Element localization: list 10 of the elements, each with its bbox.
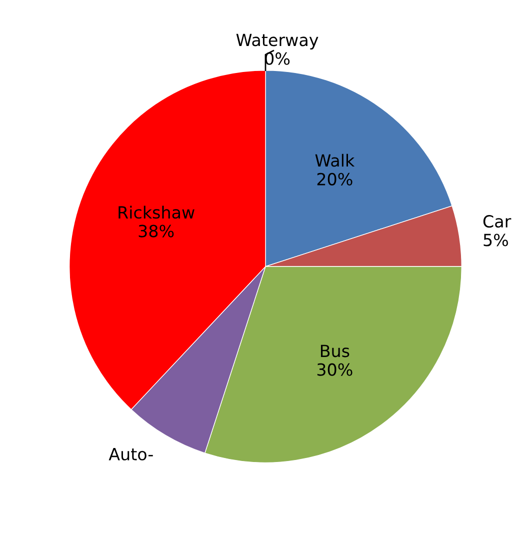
- slice-label: Rickshaw: [118, 206, 194, 219]
- slice-label: Car: [483, 215, 512, 228]
- category-label: Waterway: [236, 34, 318, 50]
- slice-label: Walk: [315, 154, 355, 167]
- slice-label: Auto-: [108, 448, 153, 460]
- data-label: 20%: [317, 172, 352, 186]
- data-label: 30%: [317, 363, 352, 376]
- data-label: 38%: [138, 224, 174, 238]
- slice-label: Bus: [320, 344, 350, 358]
- data-label: 5%: [484, 234, 508, 246]
